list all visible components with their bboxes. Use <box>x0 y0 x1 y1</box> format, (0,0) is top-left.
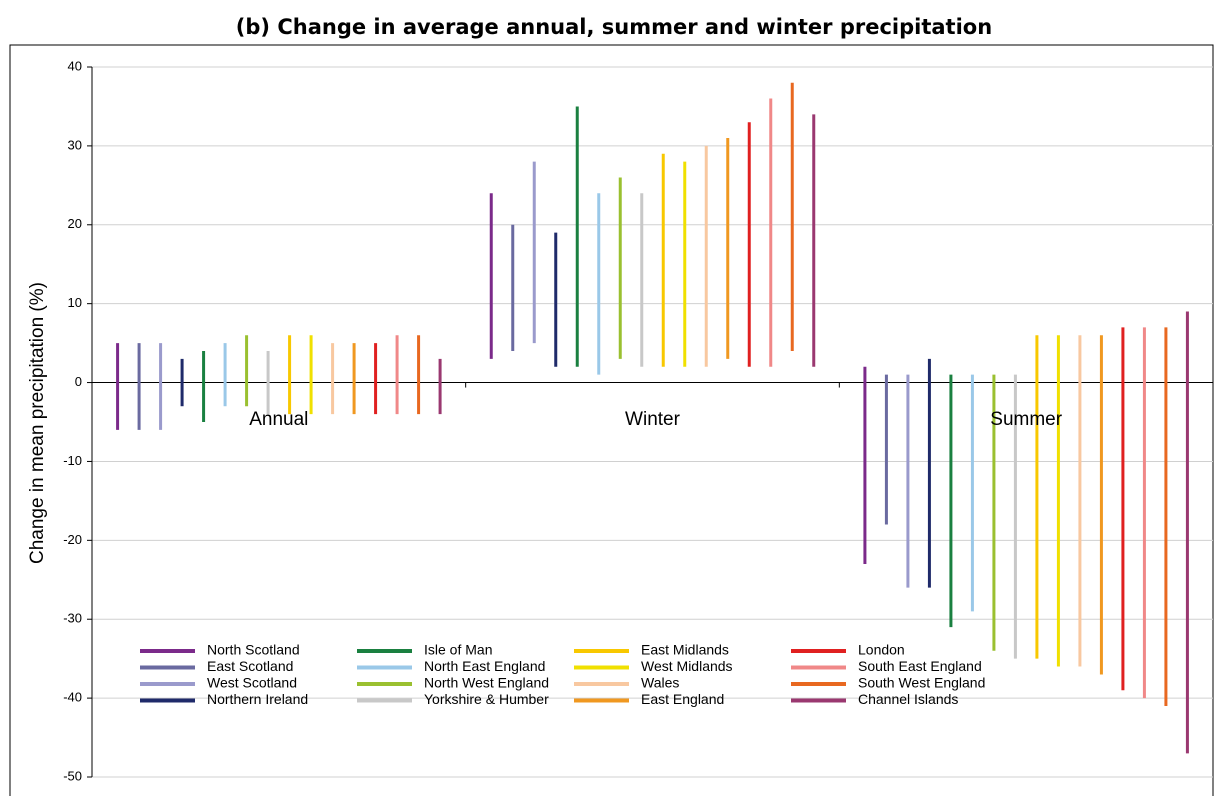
category-label: Winter <box>625 409 681 430</box>
y-tick-label: -20 <box>63 532 82 547</box>
legend-label: Yorkshire & Humber <box>424 691 549 707</box>
legend-label: South East England <box>858 658 982 674</box>
category-label: Summer <box>990 409 1062 430</box>
y-tick-label: 10 <box>68 295 82 310</box>
y-axis-label: Change in mean precipitation (%) <box>27 282 48 564</box>
legend-label: East England <box>641 691 724 707</box>
legend-label: East Midlands <box>641 642 729 658</box>
legend-label: West Midlands <box>641 658 733 674</box>
y-tick-label: 20 <box>68 216 82 231</box>
chart-frame <box>9 44 1214 796</box>
y-tick-label: -40 <box>63 690 82 705</box>
legend-label: North East England <box>424 658 545 674</box>
legend-label: North West England <box>424 675 549 691</box>
legend-label: Channel Islands <box>858 691 958 707</box>
chart-title: (b) Change in average annual, summer and… <box>236 15 992 39</box>
y-tick-label: 40 <box>68 58 82 73</box>
y-tick-label: -50 <box>63 768 82 783</box>
legend-label: North Scotland <box>207 642 300 658</box>
legend-label: West Scotland <box>207 675 297 691</box>
y-tick-label: -30 <box>63 611 82 626</box>
legend-label: Isle of Man <box>424 642 492 658</box>
category-label: Annual <box>249 409 308 430</box>
legend-label: East Scotland <box>207 658 293 674</box>
y-tick-label: -10 <box>63 453 82 468</box>
y-tick-label: 0 <box>75 374 82 389</box>
legend-label: London <box>858 642 905 658</box>
legend-label: Northern Ireland <box>207 691 308 707</box>
y-tick-label: 30 <box>68 137 82 152</box>
legend-label: South West England <box>858 675 985 691</box>
legend-label: Wales <box>641 675 679 691</box>
